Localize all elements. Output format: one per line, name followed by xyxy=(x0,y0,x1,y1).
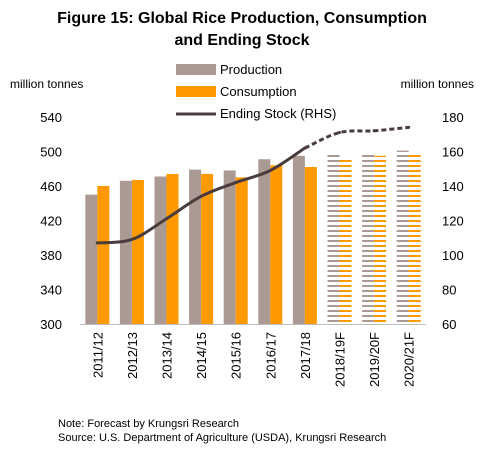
bar-consumption-2013-14 xyxy=(166,173,179,324)
right-tick-label: 120 xyxy=(442,214,464,229)
left-tick-label: 420 xyxy=(40,214,62,229)
left-tick-label: 500 xyxy=(40,145,62,160)
right-tick-label: 180 xyxy=(442,110,464,125)
bar-production-2015-16 xyxy=(223,170,236,324)
bar-consumption-2015-16 xyxy=(235,177,248,324)
right-axis-label: million tonnes xyxy=(401,77,474,91)
legend-label-consumption: Consumption xyxy=(220,84,297,99)
left-tick-label: 300 xyxy=(40,317,62,332)
ending-stock-point-2012-13 xyxy=(130,237,134,241)
right-axis-ticks: 60 80 100 120 140 160 180 xyxy=(442,110,464,332)
legend-label-production: Production xyxy=(220,62,282,77)
right-tick-label: 160 xyxy=(442,145,464,160)
bar-series xyxy=(85,150,421,324)
left-tick-label: 380 xyxy=(40,248,62,263)
bar-production-2013-14 xyxy=(154,176,167,324)
bar-production-2020-21f xyxy=(396,150,409,324)
line-series xyxy=(95,125,411,245)
bar-production-2016-17 xyxy=(258,159,271,324)
chart-title-line-1: Figure 15: Global Rice Production, Consu… xyxy=(57,10,427,27)
bar-consumption-2018-19f xyxy=(339,157,352,324)
x-tick-label: 2015/16 xyxy=(229,332,244,379)
bar-production-2017-18 xyxy=(292,155,305,324)
right-tick-label: 80 xyxy=(442,283,456,298)
right-tick-label: 60 xyxy=(442,317,456,332)
x-tick-label: 2020/21F xyxy=(402,332,417,387)
ending-stock-point-2020-21f xyxy=(407,125,411,129)
x-tick-label: 2012/13 xyxy=(125,332,140,379)
legend-label-ending-stock-rhs: Ending Stock (RHS) xyxy=(220,106,336,121)
bar-production-2012-13 xyxy=(119,180,132,324)
ending-stock-point-2011-12 xyxy=(95,241,99,245)
bar-consumption-2011-12 xyxy=(97,186,110,324)
left-tick-label: 540 xyxy=(40,110,62,125)
ending-stock-forecast-line xyxy=(304,125,409,150)
ending-stock-point-2016-17 xyxy=(268,168,272,172)
chart-source: Source: U.S. Department of Agriculture (… xyxy=(58,432,387,444)
bar-production-2018-19f xyxy=(327,152,340,324)
x-tick-label: 2013/14 xyxy=(160,332,175,379)
left-tick-label: 460 xyxy=(40,179,62,194)
x-tick-label: 2019/20F xyxy=(367,332,382,387)
bar-consumption-2012-13 xyxy=(131,179,144,324)
x-tick-label: 2011/12 xyxy=(90,332,105,378)
legend: Production Consumption Ending Stock (RHS) xyxy=(176,62,336,121)
bar-production-2019-20f xyxy=(362,152,375,324)
left-axis-ticks: 300 340 380 420 460 500 540 xyxy=(40,110,62,332)
x-axis-ticks: 2011/12 2012/13 2013/14 2014/15 2015/16 2016/… xyxy=(90,332,416,387)
bar-consumption-2016-17 xyxy=(270,165,283,324)
chart-note: Note: Forecast by Krungsri Research xyxy=(58,418,239,430)
x-tick-label: 2014/15 xyxy=(194,332,209,379)
legend-swatch-consumption xyxy=(176,86,216,97)
chart-title-line-2: and Ending Stock xyxy=(174,32,310,49)
x-tick-label: 2017/18 xyxy=(298,332,313,379)
left-tick-label: 340 xyxy=(40,283,62,298)
bar-consumption-2017-18 xyxy=(304,167,317,324)
bar-production-2011-12 xyxy=(85,194,98,324)
ending-stock-point-2019-20f xyxy=(372,129,376,133)
left-axis-label: million tonnes xyxy=(10,77,83,91)
bar-consumption-2019-20f xyxy=(374,155,387,324)
ending-stock-point-2015-16 xyxy=(234,181,238,185)
ending-stock-point-2018-19f xyxy=(338,131,341,135)
x-tick-label: 2018/19F xyxy=(333,332,348,387)
bar-production-2014-15 xyxy=(189,169,202,324)
x-tick-label: 2016/17 xyxy=(263,332,278,379)
right-tick-label: 100 xyxy=(442,248,464,263)
right-tick-label: 140 xyxy=(442,179,464,194)
ending-stock-point-2013-14 xyxy=(165,217,168,221)
bar-consumption-2014-15 xyxy=(201,173,214,324)
legend-swatch-production xyxy=(176,64,216,75)
chart-title: Figure 15: Global Rice Production, Consu… xyxy=(0,8,484,52)
ending-stock-point-2014-15 xyxy=(199,194,203,198)
ending-stock-point-2017-18 xyxy=(303,146,307,150)
bar-consumption-2020-21f xyxy=(408,154,421,324)
